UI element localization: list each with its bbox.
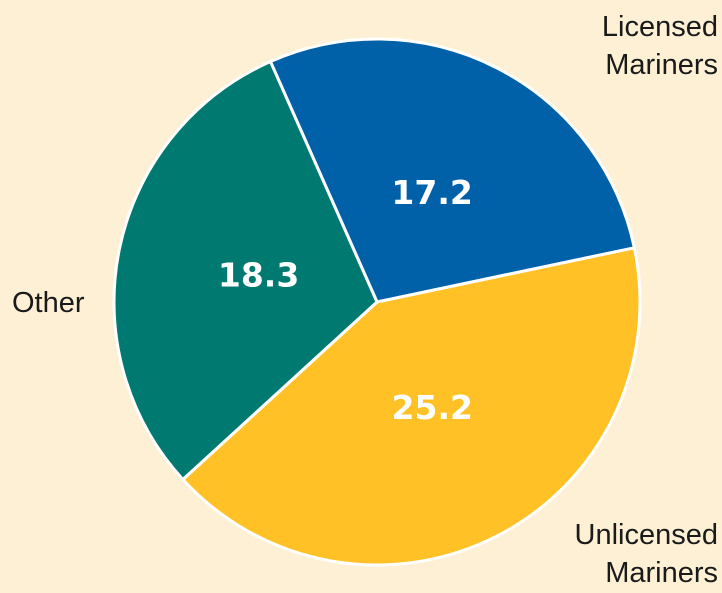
category-label: Other bbox=[12, 287, 85, 319]
value-label: 17.2 bbox=[391, 173, 472, 212]
pie-slice bbox=[181, 246, 642, 567]
category-label: Licensed Mariners bbox=[601, 11, 718, 81]
pie-slice bbox=[268, 37, 636, 304]
value-label: 18.3 bbox=[218, 256, 299, 295]
pie-slice bbox=[112, 60, 379, 481]
category-label: Unlicensed Mariners bbox=[574, 519, 718, 589]
value-label: 25.2 bbox=[392, 388, 473, 427]
